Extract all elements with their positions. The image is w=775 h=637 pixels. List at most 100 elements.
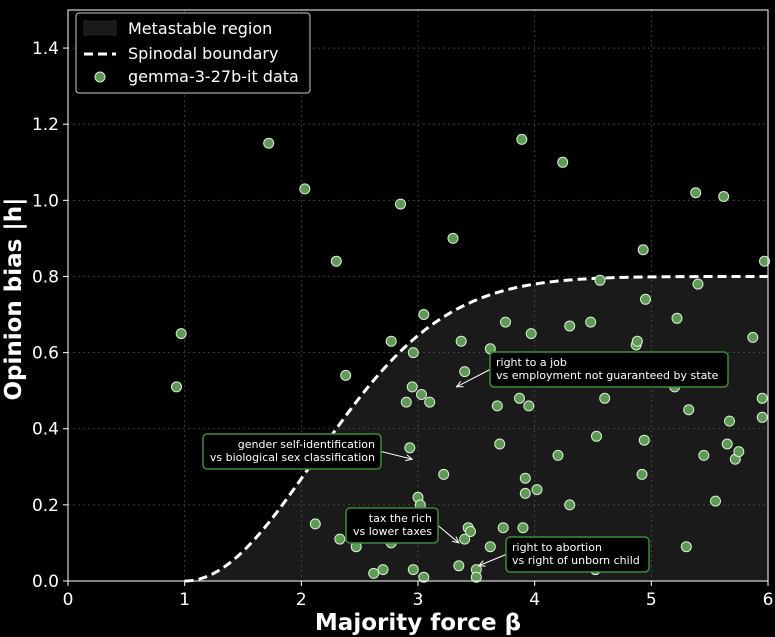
data-point[interactable] (416, 389, 427, 400)
data-point[interactable] (497, 522, 509, 534)
y-tick-label: 0.0 (32, 572, 59, 592)
annotation-arrow (456, 369, 491, 388)
data-point[interactable] (418, 571, 430, 583)
data-point[interactable] (718, 191, 730, 202)
data-point[interactable] (453, 560, 465, 572)
data-point[interactable] (484, 541, 496, 553)
data-point[interactable] (171, 381, 182, 393)
data-point[interactable] (407, 564, 419, 576)
data-point[interactable] (552, 449, 564, 461)
data-point[interactable] (418, 309, 430, 320)
data-point[interactable] (406, 381, 418, 393)
data-point[interactable] (368, 567, 380, 579)
legend-box (75, 12, 311, 94)
data-point[interactable] (599, 392, 611, 404)
legend: Metastable region Spinodal boundary gemm… (75, 12, 311, 94)
data-point[interactable] (692, 278, 704, 290)
data-point[interactable] (494, 438, 506, 450)
annotation-text: vs biological sex classification (210, 451, 375, 464)
data-point[interactable] (514, 392, 525, 404)
data-point[interactable] (564, 499, 576, 511)
data-point[interactable] (385, 335, 397, 347)
data-point[interactable] (340, 369, 352, 381)
legend-label-data: gemma-3-27b-it data (128, 67, 299, 86)
data-point[interactable] (564, 320, 576, 332)
data-point[interactable] (500, 316, 511, 328)
legend-swatch-marker (94, 71, 106, 83)
data-point[interactable] (519, 487, 531, 499)
data-point[interactable] (721, 438, 733, 450)
data-point[interactable] (377, 564, 389, 576)
data-point[interactable] (747, 331, 759, 343)
data-point[interactable] (470, 571, 482, 583)
x-tick-label: 5 (646, 590, 657, 610)
data-point[interactable] (400, 396, 412, 408)
data-point[interactable] (455, 335, 467, 347)
x-tick-label: 3 (413, 590, 424, 610)
annotation-text: tax the rich (369, 512, 432, 525)
data-point[interactable] (516, 133, 528, 145)
y-axis-title: Opinion bias |h| (1, 197, 27, 400)
x-tick-label: 1 (179, 590, 190, 610)
legend-swatch-region (83, 20, 117, 36)
data-point[interactable] (424, 396, 436, 408)
data-point[interactable] (698, 449, 710, 461)
data-point[interactable] (523, 400, 535, 412)
data-point[interactable] (263, 137, 275, 149)
data-point[interactable] (404, 442, 416, 454)
y-tick-label: 1.4 (32, 39, 59, 59)
data-point[interactable] (334, 533, 346, 545)
data-point[interactable] (309, 518, 321, 530)
data-point[interactable] (710, 495, 721, 507)
annotation-arrow (380, 451, 413, 460)
data-point[interactable] (459, 366, 471, 378)
data-point[interactable] (671, 312, 683, 324)
legend-label-region: Metastable region (128, 19, 272, 38)
annotation-text: vs lower taxes (353, 525, 432, 538)
data-point[interactable] (438, 468, 450, 480)
x-tick-label: 0 (63, 590, 74, 610)
data-point[interactable] (525, 328, 537, 340)
data-point[interactable] (519, 472, 531, 484)
data-point[interactable] (491, 400, 503, 412)
data-point[interactable] (759, 255, 770, 267)
data-point[interactable] (395, 198, 406, 210)
data-point[interactable] (631, 335, 643, 347)
y-tick-label: 0.2 (32, 496, 59, 516)
y-tick-label: 1.0 (32, 191, 59, 211)
data-point[interactable] (683, 404, 695, 416)
data-point[interactable] (557, 156, 569, 168)
data-point[interactable] (756, 411, 768, 423)
data-point[interactable] (591, 430, 602, 442)
x-tick-label: 6 (763, 590, 774, 610)
data-point[interactable] (594, 274, 606, 286)
annotation-box (202, 433, 382, 470)
data-point[interactable] (640, 293, 651, 305)
annotation-arrow (437, 525, 460, 544)
data-point[interactable] (756, 392, 768, 404)
data-point[interactable] (585, 316, 597, 328)
data-point[interactable] (636, 468, 648, 480)
data-point[interactable] (531, 484, 543, 496)
data-point[interactable] (299, 183, 311, 195)
data-point[interactable] (680, 541, 692, 553)
data-point[interactable] (517, 522, 529, 534)
data-point[interactable] (407, 347, 419, 359)
annotation-text: right to a job (496, 356, 567, 369)
annotation-box (505, 536, 650, 573)
data-point[interactable] (733, 446, 745, 458)
annotation-arrowhead (451, 536, 460, 544)
data-point[interactable] (724, 415, 735, 427)
data-point[interactable] (637, 244, 649, 256)
data-point[interactable] (638, 434, 650, 446)
data-point[interactable] (465, 526, 476, 537)
data-point[interactable] (175, 328, 187, 340)
y-tick-label: 0.8 (32, 267, 59, 287)
x-tick-label: 4 (529, 590, 540, 610)
data-point[interactable] (330, 255, 342, 267)
data-point[interactable] (459, 533, 471, 545)
data-point[interactable] (690, 187, 702, 199)
data-point[interactable] (447, 232, 459, 244)
annotation-text: vs right of unborn child (512, 554, 640, 567)
